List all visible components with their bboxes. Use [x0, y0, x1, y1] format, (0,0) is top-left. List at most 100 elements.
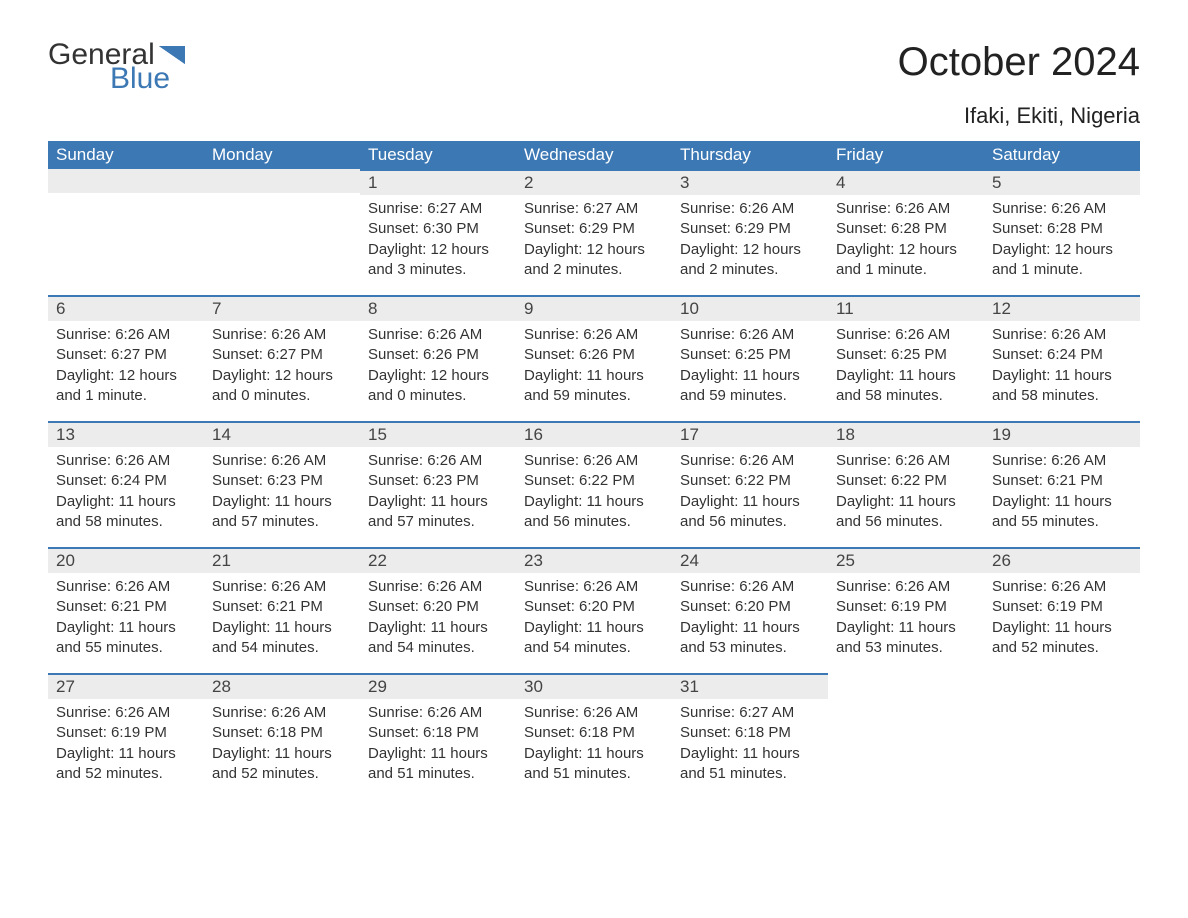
calendar-cell: 14Sunrise: 6:26 AMSunset: 6:23 PMDayligh… — [204, 421, 360, 547]
calendar-cell: 9Sunrise: 6:26 AMSunset: 6:26 PMDaylight… — [516, 295, 672, 421]
day-details: Sunrise: 6:26 AMSunset: 6:18 PMDaylight:… — [360, 699, 516, 788]
day-details: Sunrise: 6:26 AMSunset: 6:26 PMDaylight:… — [360, 321, 516, 410]
calendar-cell: 12Sunrise: 6:26 AMSunset: 6:24 PMDayligh… — [984, 295, 1140, 421]
day-number: 20 — [48, 547, 204, 573]
day-number: 17 — [672, 421, 828, 447]
daylight-line: Daylight: 11 hours and 53 minutes. — [836, 618, 976, 659]
logo: General Blue — [48, 40, 185, 94]
sunrise-line: Sunrise: 6:27 AM — [680, 703, 820, 723]
day-details: Sunrise: 6:26 AMSunset: 6:23 PMDaylight:… — [204, 447, 360, 536]
day-number: 16 — [516, 421, 672, 447]
day-number: 25 — [828, 547, 984, 573]
daylight-line: Daylight: 11 hours and 56 minutes. — [836, 492, 976, 533]
daylight-line: Daylight: 11 hours and 58 minutes. — [992, 366, 1132, 407]
sunset-line: Sunset: 6:25 PM — [680, 345, 820, 365]
sunrise-line: Sunrise: 6:26 AM — [836, 577, 976, 597]
daylight-line: Daylight: 11 hours and 58 minutes. — [836, 366, 976, 407]
day-number: 27 — [48, 673, 204, 699]
day-number: 2 — [516, 169, 672, 195]
sunrise-line: Sunrise: 6:26 AM — [836, 451, 976, 471]
sunrise-line: Sunrise: 6:26 AM — [524, 703, 664, 723]
sunset-line: Sunset: 6:20 PM — [680, 597, 820, 617]
day-number: 29 — [360, 673, 516, 699]
day-number: 31 — [672, 673, 828, 699]
sunrise-line: Sunrise: 6:26 AM — [836, 199, 976, 219]
day-details: Sunrise: 6:26 AMSunset: 6:25 PMDaylight:… — [672, 321, 828, 410]
sunset-line: Sunset: 6:21 PM — [212, 597, 352, 617]
sunrise-line: Sunrise: 6:26 AM — [992, 577, 1132, 597]
day-details: Sunrise: 6:26 AMSunset: 6:22 PMDaylight:… — [828, 447, 984, 536]
sunset-line: Sunset: 6:24 PM — [992, 345, 1132, 365]
day-details: Sunrise: 6:27 AMSunset: 6:29 PMDaylight:… — [516, 195, 672, 284]
day-number: 13 — [48, 421, 204, 447]
header: General Blue October 2024 Ifaki, Ekiti, … — [48, 40, 1140, 129]
calendar-cell: 22Sunrise: 6:26 AMSunset: 6:20 PMDayligh… — [360, 547, 516, 673]
day-number: 23 — [516, 547, 672, 573]
daylight-line: Daylight: 11 hours and 56 minutes. — [524, 492, 664, 533]
daylight-line: Daylight: 11 hours and 52 minutes. — [56, 744, 196, 785]
daylight-line: Daylight: 11 hours and 58 minutes. — [56, 492, 196, 533]
calendar-cell: 3Sunrise: 6:26 AMSunset: 6:29 PMDaylight… — [672, 169, 828, 295]
day-details: Sunrise: 6:26 AMSunset: 6:29 PMDaylight:… — [672, 195, 828, 284]
sunset-line: Sunset: 6:19 PM — [56, 723, 196, 743]
daylight-line: Daylight: 12 hours and 2 minutes. — [680, 240, 820, 281]
day-number: 1 — [360, 169, 516, 195]
sunrise-line: Sunrise: 6:26 AM — [56, 577, 196, 597]
sunrise-line: Sunrise: 6:27 AM — [524, 199, 664, 219]
day-details: Sunrise: 6:26 AMSunset: 6:19 PMDaylight:… — [828, 573, 984, 662]
day-number: 14 — [204, 421, 360, 447]
day-details: Sunrise: 6:26 AMSunset: 6:21 PMDaylight:… — [204, 573, 360, 662]
calendar-cell: 6Sunrise: 6:26 AMSunset: 6:27 PMDaylight… — [48, 295, 204, 421]
day-number: 10 — [672, 295, 828, 321]
day-details: Sunrise: 6:27 AMSunset: 6:30 PMDaylight:… — [360, 195, 516, 284]
sunrise-line: Sunrise: 6:26 AM — [992, 451, 1132, 471]
day-number: 15 — [360, 421, 516, 447]
calendar-cell: 21Sunrise: 6:26 AMSunset: 6:21 PMDayligh… — [204, 547, 360, 673]
calendar-cell: 18Sunrise: 6:26 AMSunset: 6:22 PMDayligh… — [828, 421, 984, 547]
daylight-line: Daylight: 11 hours and 59 minutes. — [680, 366, 820, 407]
day-details: Sunrise: 6:26 AMSunset: 6:21 PMDaylight:… — [48, 573, 204, 662]
calendar-cell — [204, 169, 360, 295]
weekday-header: Thursday — [672, 141, 828, 169]
sunrise-line: Sunrise: 6:26 AM — [992, 199, 1132, 219]
daylight-line: Daylight: 12 hours and 1 minute. — [992, 240, 1132, 281]
sunset-line: Sunset: 6:28 PM — [836, 219, 976, 239]
weekday-header: Saturday — [984, 141, 1140, 169]
day-number: 18 — [828, 421, 984, 447]
sunset-line: Sunset: 6:23 PM — [212, 471, 352, 491]
calendar-cell: 5Sunrise: 6:26 AMSunset: 6:28 PMDaylight… — [984, 169, 1140, 295]
day-number: 22 — [360, 547, 516, 573]
sunset-line: Sunset: 6:29 PM — [680, 219, 820, 239]
day-details: Sunrise: 6:26 AMSunset: 6:18 PMDaylight:… — [516, 699, 672, 788]
day-details: Sunrise: 6:26 AMSunset: 6:24 PMDaylight:… — [48, 447, 204, 536]
sunrise-line: Sunrise: 6:26 AM — [368, 451, 508, 471]
day-details: Sunrise: 6:26 AMSunset: 6:20 PMDaylight:… — [672, 573, 828, 662]
sunrise-line: Sunrise: 6:26 AM — [524, 325, 664, 345]
calendar-cell: 20Sunrise: 6:26 AMSunset: 6:21 PMDayligh… — [48, 547, 204, 673]
daylight-line: Daylight: 11 hours and 52 minutes. — [992, 618, 1132, 659]
sunset-line: Sunset: 6:18 PM — [368, 723, 508, 743]
day-number: 12 — [984, 295, 1140, 321]
sunset-line: Sunset: 6:22 PM — [524, 471, 664, 491]
calendar-cell: 30Sunrise: 6:26 AMSunset: 6:18 PMDayligh… — [516, 673, 672, 799]
day-number: 19 — [984, 421, 1140, 447]
sunset-line: Sunset: 6:19 PM — [992, 597, 1132, 617]
sunrise-line: Sunrise: 6:26 AM — [56, 703, 196, 723]
calendar-cell: 16Sunrise: 6:26 AMSunset: 6:22 PMDayligh… — [516, 421, 672, 547]
sunset-line: Sunset: 6:24 PM — [56, 471, 196, 491]
sunrise-line: Sunrise: 6:26 AM — [56, 325, 196, 345]
weekday-header: Friday — [828, 141, 984, 169]
daylight-line: Daylight: 11 hours and 57 minutes. — [212, 492, 352, 533]
sunrise-line: Sunrise: 6:26 AM — [368, 325, 508, 345]
day-number: 21 — [204, 547, 360, 573]
sunrise-line: Sunrise: 6:26 AM — [680, 199, 820, 219]
daylight-line: Daylight: 12 hours and 1 minute. — [836, 240, 976, 281]
sunrise-line: Sunrise: 6:26 AM — [368, 577, 508, 597]
day-details: Sunrise: 6:26 AMSunset: 6:27 PMDaylight:… — [204, 321, 360, 410]
calendar-cell: 25Sunrise: 6:26 AMSunset: 6:19 PMDayligh… — [828, 547, 984, 673]
day-number: 6 — [48, 295, 204, 321]
sunset-line: Sunset: 6:26 PM — [368, 345, 508, 365]
daylight-line: Daylight: 11 hours and 53 minutes. — [680, 618, 820, 659]
day-details: Sunrise: 6:26 AMSunset: 6:19 PMDaylight:… — [48, 699, 204, 788]
sunset-line: Sunset: 6:21 PM — [992, 471, 1132, 491]
